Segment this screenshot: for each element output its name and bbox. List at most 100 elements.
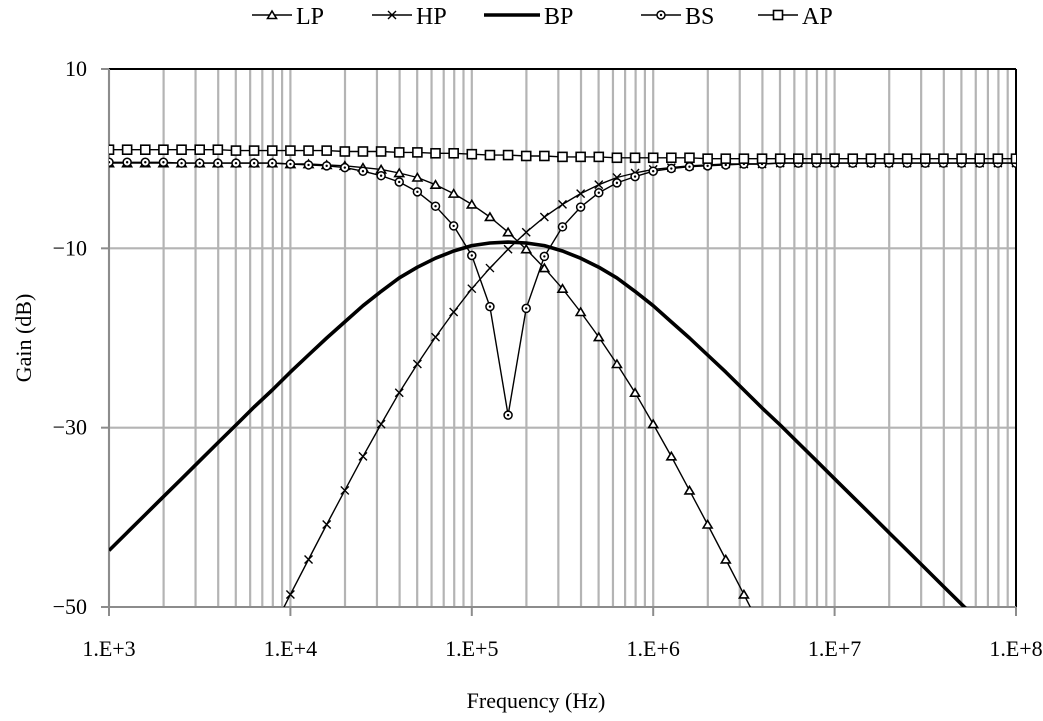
triangle-marker: [556, 283, 569, 293]
circle-marker-dot: [109, 161, 111, 164]
square-marker: [266, 145, 278, 156]
square-marker: [212, 144, 224, 155]
x-marker: [521, 227, 531, 237]
circle-marker: [109, 157, 114, 168]
square-marker: [883, 153, 895, 164]
square-marker: [974, 153, 986, 164]
x-tick-label: 1.E+8: [989, 636, 1042, 661]
y-tick-label: −30: [53, 415, 87, 440]
square-marker: [357, 146, 369, 157]
triangle-marker: [647, 418, 660, 429]
square-marker: [430, 147, 441, 159]
square-marker: [393, 147, 405, 158]
circle-marker-dot: [234, 161, 238, 165]
series-bp-line: [109, 240, 967, 607]
x-marker: [558, 199, 567, 209]
circle-marker-dot: [561, 225, 564, 229]
square-marker: [557, 151, 568, 163]
square-marker: [774, 153, 786, 164]
square-marker: [339, 146, 351, 157]
square-marker: [248, 145, 260, 156]
square-marker: [992, 153, 1004, 164]
circle-marker-dot: [470, 254, 473, 257]
square-marker: [593, 151, 605, 163]
circle-marker-dot: [216, 161, 220, 165]
x-tick-label: 1.E+6: [627, 636, 680, 661]
x-marker: [503, 244, 513, 254]
square-marker: [194, 144, 205, 155]
square-marker: [720, 153, 732, 164]
triangle-marker: [719, 553, 732, 564]
y-axis-title: Gain (dB): [11, 294, 36, 383]
square-marker: [1010, 153, 1016, 164]
square-marker: [321, 145, 332, 156]
circle-marker-dot: [162, 161, 165, 164]
legend-item-hp: HP: [372, 4, 447, 30]
circle-marker-dot: [325, 164, 328, 168]
legend-label: HP: [416, 4, 447, 30]
square-marker: [738, 153, 750, 164]
x-marker: [322, 520, 332, 530]
square-marker: [412, 147, 423, 158]
circle-marker-dot: [289, 162, 292, 166]
triangle-marker: [592, 331, 605, 342]
legend-item-ap: AP: [758, 4, 833, 30]
x-tick-label: 1.E+7: [808, 636, 861, 661]
triangle-marker: [574, 306, 587, 317]
square-marker: [793, 153, 804, 164]
series-lp-markers: [109, 157, 750, 599]
legend-item-lp: LP: [252, 4, 324, 30]
x-tick-label: 1.E+3: [82, 636, 135, 661]
circle-marker-dot: [525, 307, 528, 310]
triangle-marker: [611, 358, 623, 369]
square-marker: [158, 144, 169, 155]
square-marker: [230, 145, 242, 156]
x-marker: [412, 359, 422, 369]
triangle-marker: [484, 211, 496, 222]
x-marker: [285, 589, 295, 599]
circle-marker-dot: [597, 191, 600, 194]
series-hp-line: [283, 162, 1016, 607]
circle-marker-dot: [633, 175, 637, 178]
x-tick-label: 1.E+4: [264, 636, 317, 661]
square-marker: [285, 145, 296, 156]
circle-marker-dot: [543, 255, 546, 258]
legend-item-bs: BS: [641, 4, 714, 30]
triangle-marker: [665, 450, 678, 461]
triangle-marker: [429, 179, 442, 189]
square-marker: [629, 152, 641, 164]
circle-marker-dot: [488, 305, 492, 308]
triangle-marker: [411, 171, 424, 182]
square-marker: [772, 9, 784, 21]
circle-marker-dot: [416, 190, 419, 194]
triangle-marker: [701, 518, 714, 529]
x-marker: [539, 212, 549, 222]
circle-marker-dot: [506, 413, 510, 417]
triangle-marker: [502, 226, 514, 237]
square-marker: [139, 144, 151, 155]
circle-marker-dot: [252, 161, 256, 165]
circle-marker-dot: [452, 224, 455, 228]
legend: LP HP BP BS AP: [252, 4, 833, 30]
x-marker: [485, 263, 495, 273]
x-marker: [594, 180, 604, 190]
x-marker: [431, 332, 441, 342]
circle-marker-dot: [144, 161, 147, 164]
x-marker: [304, 554, 314, 564]
circle-marker-dot: [579, 205, 582, 209]
triangle-marker: [629, 387, 641, 397]
x-marker: [394, 388, 404, 398]
x-marker: [467, 284, 477, 294]
circle-marker-dot: [180, 161, 183, 165]
circle-marker-dot: [307, 163, 310, 167]
triangle-marker: [538, 262, 551, 273]
triangle-marker: [737, 588, 750, 599]
square-marker: [865, 153, 877, 164]
square-marker: [303, 145, 314, 156]
x-marker: [449, 307, 459, 317]
square-marker: [539, 150, 550, 162]
triangle-marker: [520, 243, 533, 254]
legend-label: AP: [802, 4, 833, 30]
square-marker: [647, 152, 659, 164]
